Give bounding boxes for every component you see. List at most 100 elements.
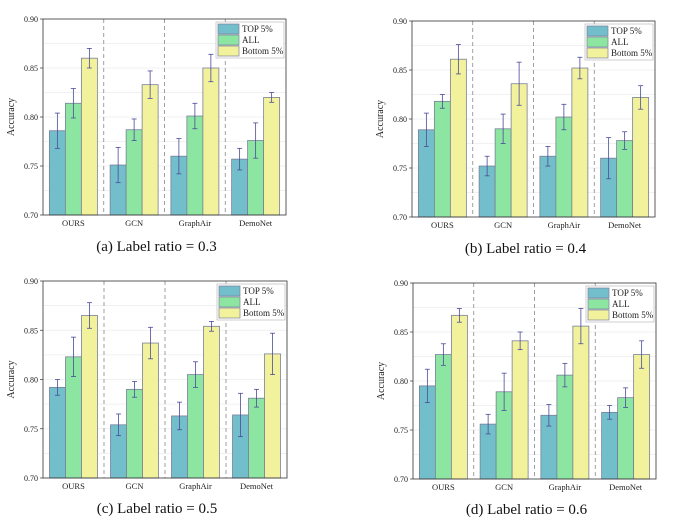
- bar-bottom-5-: [203, 325, 220, 479]
- bar-all: [434, 354, 452, 480]
- bar-all: [616, 140, 634, 218]
- axes-frame: [412, 282, 657, 480]
- panel-caption: (c) Label ratio = 0.5: [97, 501, 218, 517]
- panel-caption: (b) Label ratio = 0.4: [465, 241, 587, 257]
- legend-swatch: [217, 23, 240, 35]
- bar-all: [186, 115, 204, 216]
- x-tick-label: DemoNet: [239, 218, 273, 228]
- axes-frame: [42, 280, 288, 479]
- chart-panel-a: 0.70 0.75 0.80 0.85 0.90 Accuracy OURS GCN Graph…: [6, 15, 287, 255]
- x-tick-label: DemoNet: [608, 220, 642, 230]
- legend-label: Bottom 5%: [612, 310, 654, 320]
- bar-bottom-5-: [263, 97, 281, 216]
- y-tick-label: 0.90: [394, 279, 408, 288]
- legend-label: ALL: [611, 37, 629, 47]
- bar-bottom-5-: [572, 325, 590, 480]
- bar-bottom-5-: [202, 67, 220, 216]
- x-tick-label: GCN: [494, 220, 512, 230]
- y-tick-label: 0.75: [24, 162, 38, 171]
- x-tick-label: OURS: [62, 481, 85, 491]
- y-tick-label: 0.70: [24, 474, 38, 483]
- legend-label: Bottom 5%: [243, 308, 285, 318]
- legend-label: ALL: [242, 35, 260, 45]
- legend-swatch: [218, 296, 241, 308]
- x-tick-label: GraphAir: [549, 482, 582, 492]
- y-axis-label: Accuracy: [375, 100, 386, 138]
- bar-bottom-5-: [142, 342, 159, 479]
- chart-panel-d: 0.70 0.75 0.80 0.85 0.90 Accuracy OURS GCN Graph…: [376, 279, 657, 518]
- bar-bottom-5-: [450, 314, 468, 480]
- axes-frame: [42, 18, 287, 216]
- x-tick-label: GCN: [125, 218, 143, 228]
- y-tick-label: 0.70: [393, 213, 407, 222]
- y-tick-label: 0.80: [24, 376, 38, 385]
- x-tick-label: OURS: [431, 220, 454, 230]
- x-tick-label: GraphAir: [179, 218, 212, 228]
- legend-swatch: [217, 45, 240, 57]
- x-tick-label: DemoNet: [609, 482, 643, 492]
- x-tick-label: GraphAir: [548, 220, 581, 230]
- legend-label: Bottom 5%: [611, 48, 653, 58]
- y-tick-label: 0.80: [393, 115, 407, 124]
- x-tick-label: OURS: [432, 482, 455, 492]
- legend-swatch: [217, 34, 240, 46]
- bar-bottom-5-: [511, 340, 529, 480]
- panel-caption: (a) Label ratio = 0.3: [96, 239, 217, 255]
- x-tick-label: DemoNet: [240, 481, 274, 491]
- x-tick-label: GraphAir: [179, 481, 212, 491]
- bar-all: [433, 100, 451, 218]
- legend-swatch: [586, 25, 609, 37]
- bar-bottom-5-: [632, 97, 650, 218]
- y-tick-label: 0.90: [393, 17, 407, 26]
- bar-all: [187, 374, 204, 479]
- legend-swatch: [587, 309, 610, 321]
- legend-swatch: [218, 307, 241, 319]
- legend-swatch: [218, 285, 241, 297]
- y-axis-label: Accuracy: [376, 362, 387, 400]
- y-tick-label: 0.75: [24, 425, 38, 434]
- y-tick-label: 0.80: [24, 113, 38, 122]
- y-tick-label: 0.75: [394, 426, 408, 435]
- chart-panel-b: 0.70 0.75 0.80 0.85 0.90 Accuracy OURS GCN Graph…: [375, 17, 656, 257]
- chart-panel-c: 0.70 0.75 0.80 0.85 0.90 Accuracy OURS GCN Graph…: [6, 277, 288, 517]
- y-tick-label: 0.70: [394, 475, 408, 484]
- x-tick-label: OURS: [62, 218, 85, 228]
- bar-top-5-: [601, 411, 619, 480]
- bar-all: [248, 397, 265, 479]
- bar-bottom-5-: [571, 67, 589, 218]
- legend-swatch: [587, 287, 610, 299]
- legend-label: TOP 5%: [611, 26, 642, 36]
- legend-label: TOP 5%: [612, 288, 643, 298]
- y-tick-label: 0.90: [24, 277, 38, 286]
- bar-all: [126, 388, 143, 479]
- legend-label: ALL: [612, 299, 630, 309]
- bar-all: [64, 102, 82, 216]
- axes-frame: [411, 20, 656, 218]
- y-tick-label: 0.75: [393, 164, 407, 173]
- bar-all: [555, 116, 573, 218]
- y-tick-label: 0.85: [394, 328, 408, 337]
- x-tick-label: GCN: [126, 481, 144, 491]
- legend-label: Bottom 5%: [242, 46, 284, 56]
- y-tick-label: 0.90: [24, 15, 38, 24]
- bar-bottom-5-: [633, 354, 651, 480]
- legend-label: TOP 5%: [242, 24, 273, 34]
- bar-all: [617, 397, 635, 480]
- y-axis-label: Accuracy: [6, 360, 17, 398]
- legend-label: TOP 5%: [243, 286, 274, 296]
- panel-caption: (d) Label ratio = 0.6: [466, 502, 588, 518]
- legend-swatch: [586, 47, 609, 59]
- bar-bottom-5-: [81, 315, 98, 479]
- legend-label: ALL: [243, 297, 261, 307]
- bar-bottom-5-: [141, 84, 159, 216]
- y-tick-label: 0.85: [24, 326, 38, 335]
- y-axis-label: Accuracy: [6, 98, 17, 136]
- bar-all: [556, 374, 574, 480]
- bar-bottom-5-: [449, 58, 467, 218]
- y-tick-label: 0.85: [24, 64, 38, 73]
- y-tick-label: 0.85: [393, 66, 407, 75]
- bar-bottom-5-: [80, 57, 98, 216]
- legend-swatch: [586, 36, 609, 48]
- bar-top-5-: [49, 386, 66, 479]
